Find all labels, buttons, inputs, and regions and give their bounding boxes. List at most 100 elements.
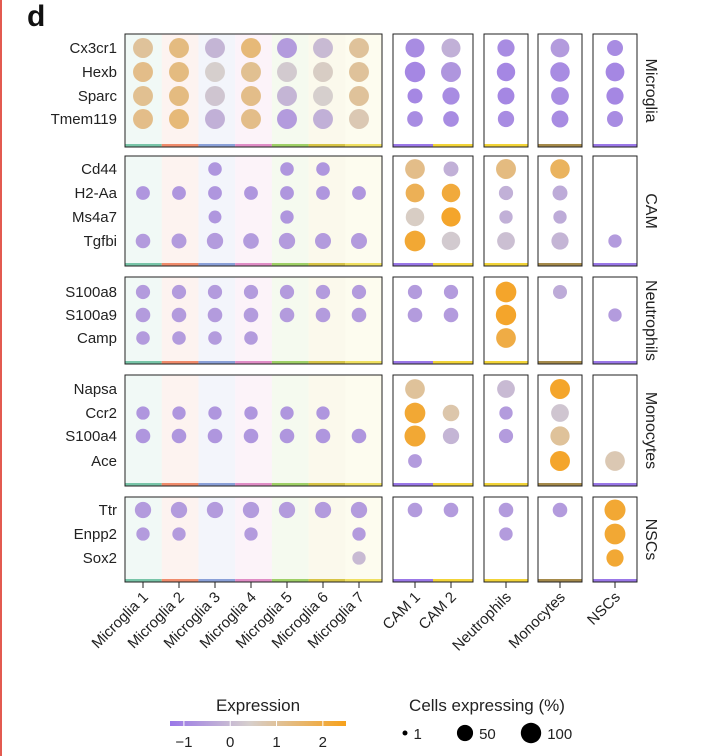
dot — [495, 304, 517, 326]
dot — [208, 406, 222, 420]
cluster-strip — [308, 144, 346, 147]
dot — [313, 38, 333, 58]
cluster-strip — [345, 483, 382, 486]
size-legend-items: 1 50 100 — [402, 722, 572, 744]
dot — [315, 307, 331, 323]
cluster-strip — [271, 144, 309, 147]
dot — [497, 110, 515, 128]
cluster-strip — [538, 144, 582, 147]
dot — [407, 88, 423, 104]
color-legend-tick-label: 1 — [272, 734, 280, 751]
dot — [443, 111, 459, 127]
panel-frame — [592, 155, 638, 267]
cluster-tint — [235, 156, 272, 266]
dot — [496, 62, 516, 82]
dot — [314, 501, 332, 519]
page-margin-rule — [0, 0, 2, 756]
dot — [499, 210, 513, 224]
cluster-strip — [235, 361, 272, 364]
panel-frame — [124, 276, 383, 365]
dot — [205, 109, 225, 129]
dot — [243, 284, 259, 300]
cluster-strip — [271, 263, 309, 266]
dot — [277, 62, 297, 82]
dot — [550, 379, 570, 399]
dot — [207, 307, 223, 323]
cluster-strip — [235, 263, 272, 266]
dot — [497, 232, 515, 250]
dot — [408, 454, 422, 468]
gene-label: Ace — [91, 453, 117, 470]
dot — [315, 428, 331, 444]
size-legend: Cells expressing (%) 1 50 100 — [402, 696, 572, 744]
gene-label: Ccr2 — [85, 405, 117, 422]
dot — [280, 162, 294, 176]
dot — [244, 186, 258, 200]
dot — [441, 231, 461, 251]
cluster-strip — [433, 579, 473, 582]
cluster-strip — [308, 579, 346, 582]
dot — [205, 62, 225, 82]
color-legend-title: Expression — [216, 696, 300, 715]
cluster-strip — [484, 361, 528, 364]
dot — [350, 501, 368, 519]
gene-group-label: NSCs — [642, 519, 659, 561]
dot-layer — [133, 38, 626, 567]
dot — [498, 502, 514, 518]
dot — [205, 86, 225, 106]
dot — [551, 404, 569, 422]
color-legend-tick-label: 2 — [319, 734, 327, 751]
color-legend-bar — [170, 721, 346, 726]
dot — [498, 185, 514, 201]
cluster-strip — [161, 579, 199, 582]
dot — [496, 159, 516, 179]
dot — [351, 428, 367, 444]
dot — [280, 406, 294, 420]
dot — [443, 307, 459, 323]
panel-frame — [483, 276, 529, 365]
x-tick-label: CAM 1 — [379, 589, 423, 633]
cluster-strip — [484, 144, 528, 147]
x-tick-label: CAM 2 — [415, 589, 459, 633]
dot — [133, 86, 153, 106]
dot — [133, 62, 153, 82]
dot — [171, 284, 187, 300]
cluster-strip — [433, 263, 473, 266]
dot — [172, 406, 186, 420]
dot — [207, 428, 223, 444]
cluster-strip — [125, 579, 162, 582]
panel-frame — [483, 155, 529, 267]
dot — [607, 111, 623, 127]
dot — [134, 501, 152, 519]
cluster-strip — [393, 579, 433, 582]
gene-label: Sparc — [78, 88, 118, 105]
size-legend-dot — [520, 722, 542, 744]
dot — [349, 62, 369, 82]
cluster-strip — [198, 263, 236, 266]
dot — [171, 233, 187, 249]
dot — [442, 404, 460, 422]
dot — [205, 38, 225, 58]
cluster-strip — [161, 263, 199, 266]
gene-label: Camp — [77, 330, 117, 347]
cluster-strip — [593, 483, 637, 486]
dot — [605, 451, 625, 471]
dot — [241, 62, 261, 82]
cluster-strip — [125, 483, 162, 486]
dot — [405, 38, 425, 58]
dot — [278, 232, 296, 250]
panel-frame — [124, 496, 383, 583]
dot — [496, 328, 516, 348]
cluster-strip — [198, 144, 236, 147]
dot — [405, 159, 425, 179]
size-legend-label: 50 — [479, 726, 496, 743]
dot — [135, 284, 151, 300]
dot — [316, 406, 330, 420]
cluster-strip — [593, 144, 637, 147]
dot — [351, 284, 367, 300]
dot — [349, 109, 369, 129]
dot — [316, 186, 330, 200]
gene-label: Tmem119 — [51, 111, 117, 128]
dot — [404, 402, 426, 424]
dot — [243, 307, 259, 323]
